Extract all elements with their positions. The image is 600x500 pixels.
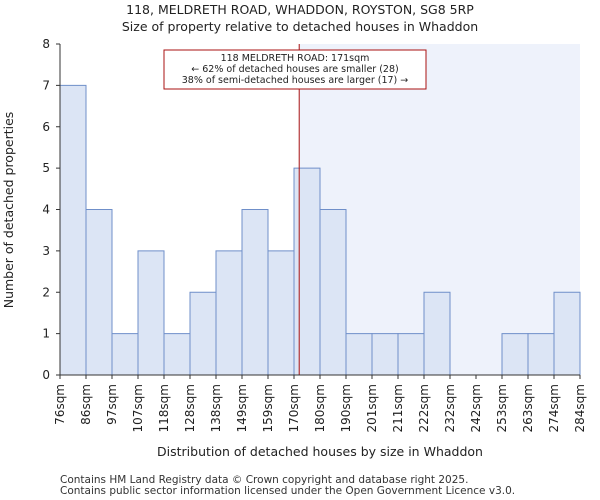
bar-128sqm [189, 291, 217, 376]
x-tick-label-253sqm: 253sqm [495, 384, 509, 432]
bar-180sqm [319, 209, 347, 376]
x-tick-label-284sqm: 284sqm [573, 384, 587, 432]
bar-190sqm [345, 333, 373, 376]
bar-211sqm [397, 333, 425, 376]
x-tick-label-76sqm: 76sqm [53, 384, 67, 425]
y-tick-label-7: 7 [42, 78, 50, 92]
x-tick-label-190sqm: 190sqm [339, 384, 353, 432]
x-tick-label-201sqm: 201sqm [365, 384, 379, 432]
annotation-line2: ← 62% of detached houses are smaller (28… [191, 64, 398, 75]
x-tick-label-118sqm: 118sqm [157, 384, 171, 432]
y-tick-label-0: 0 [42, 368, 50, 382]
x-tick-label-232sqm: 232sqm [443, 384, 457, 432]
bar-138sqm [215, 250, 243, 376]
y-tick-label-6: 6 [42, 120, 50, 134]
bar-253sqm [501, 333, 529, 376]
x-tick-label-242sqm: 242sqm [469, 384, 483, 432]
bar-76sqm [59, 84, 87, 376]
y-tick-label-2: 2 [42, 285, 50, 299]
bar-170sqm [293, 167, 321, 376]
bar-274sqm [553, 291, 581, 376]
y-tick-label-8: 8 [42, 37, 50, 51]
bar-97sqm [111, 333, 139, 376]
x-tick-label-211sqm: 211sqm [391, 384, 405, 432]
annotation-line3: 38% of semi-detached houses are larger (… [182, 75, 409, 86]
chart-title-line1: 118, MELDRETH ROAD, WHADDON, ROYSTON, SG… [126, 2, 474, 17]
footer-line1: Contains HM Land Registry data © Crown c… [60, 474, 468, 486]
y-tick-label-4: 4 [42, 203, 50, 217]
x-axis-label: Distribution of detached houses by size … [157, 444, 483, 459]
bar-201sqm [371, 333, 399, 376]
x-tick-label-263sqm: 263sqm [521, 384, 535, 432]
y-tick-label-5: 5 [42, 161, 50, 175]
annotation-box: 118 MELDRETH ROAD: 171sqm ← 62% of detac… [163, 49, 427, 90]
x-tick-label-138sqm: 138sqm [209, 384, 223, 432]
bar-222sqm [423, 291, 451, 376]
x-tick-label-159sqm: 159sqm [261, 384, 275, 432]
bar-159sqm [267, 250, 295, 376]
x-tick-label-222sqm: 222sqm [417, 384, 431, 432]
x-tick-label-170sqm: 170sqm [287, 384, 301, 432]
y-axis-label: Number of detached properties [1, 112, 16, 309]
x-tick-label-107sqm: 107sqm [131, 384, 145, 432]
footer-line2: Contains public sector information licen… [60, 485, 515, 497]
chart-title-line2: Size of property relative to detached ho… [122, 19, 478, 34]
x-tick-label-274sqm: 274sqm [547, 384, 561, 432]
y-tick-label-1: 1 [42, 327, 50, 341]
bar-107sqm [137, 250, 165, 376]
bar-86sqm [85, 209, 113, 376]
x-tick-label-149sqm: 149sqm [235, 384, 249, 432]
annotation-line1: 118 MELDRETH ROAD: 171sqm [221, 53, 370, 64]
bar-118sqm [163, 333, 191, 376]
y-tick-label-3: 3 [42, 244, 50, 258]
x-tick-label-97sqm: 97sqm [105, 384, 119, 425]
x-tick-label-128sqm: 128sqm [183, 384, 197, 432]
bar-263sqm [527, 333, 555, 376]
x-tick-label-86sqm: 86sqm [79, 384, 93, 425]
bar-149sqm [241, 209, 269, 376]
x-tick-label-180sqm: 180sqm [313, 384, 327, 432]
